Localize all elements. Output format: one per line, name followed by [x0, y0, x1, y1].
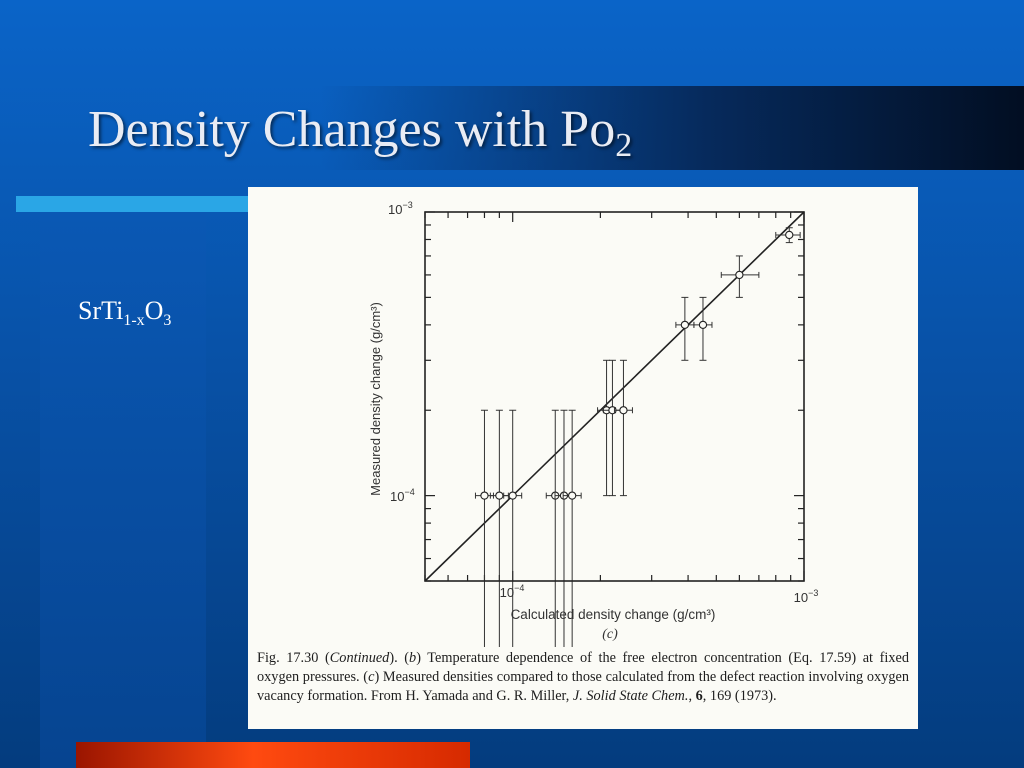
x-axis-label: Calculated density change (g/cm³): [511, 607, 716, 622]
formula-part: O: [144, 296, 164, 325]
data-point-9: [613, 359, 633, 497]
plot-frame: [424, 211, 805, 582]
y-axis-label: Measured density change (g/cm³): [368, 302, 383, 496]
bottom-accent-bar: [76, 742, 470, 768]
data-point-10: [675, 296, 695, 361]
data-point-1: [474, 409, 494, 647]
data-marker: [508, 491, 517, 500]
accent-bar: [16, 196, 248, 212]
formula-subscript: 3: [163, 312, 172, 329]
data-marker: [480, 491, 489, 500]
x-tick-label-1e-3: 10−3: [794, 588, 819, 605]
density-chart: 10−4 10−3 10−4 10−3 Calculated density c…: [368, 200, 819, 647]
y-tick-label-1e-4: 10−4: [390, 487, 415, 504]
x-tick-label-1e-4: 10−4: [500, 583, 525, 600]
figure-panel: 10−4 10−3 10−4 10−3 Calculated density c…: [248, 187, 918, 729]
data-point-6: [562, 409, 582, 647]
compound-formula: SrTi1-xO3: [78, 296, 171, 330]
formula-part: SrTi: [78, 296, 124, 325]
data-point-11: [693, 296, 713, 361]
left-panel: [40, 212, 206, 768]
data-marker: [680, 320, 690, 330]
formula-subscript: 1-x: [123, 312, 145, 329]
data-marker: [568, 491, 577, 500]
reference-line: [424, 211, 805, 582]
data-point-13: [775, 227, 801, 244]
data-point-3: [503, 409, 523, 647]
slide-title-subscript: 2: [615, 127, 633, 164]
data-point-12: [720, 255, 760, 298]
panel-label: (c): [602, 627, 618, 642]
data-marker: [785, 230, 794, 240]
data-marker: [698, 320, 708, 330]
figure-caption: Fig. 17.30 (Continued). (b) Temperature …: [257, 650, 909, 704]
data-marker: [619, 406, 628, 415]
y-tick-label-1e-3: 10−3: [388, 200, 413, 217]
slide-title: Density Changes with Po2: [88, 100, 632, 165]
data-marker: [735, 270, 744, 280]
title-band: [320, 86, 1024, 170]
slide-title-text: Density Changes with Po: [88, 101, 616, 158]
chart-points: [474, 227, 801, 647]
data-point-2: [489, 409, 509, 647]
data-marker: [495, 491, 504, 500]
